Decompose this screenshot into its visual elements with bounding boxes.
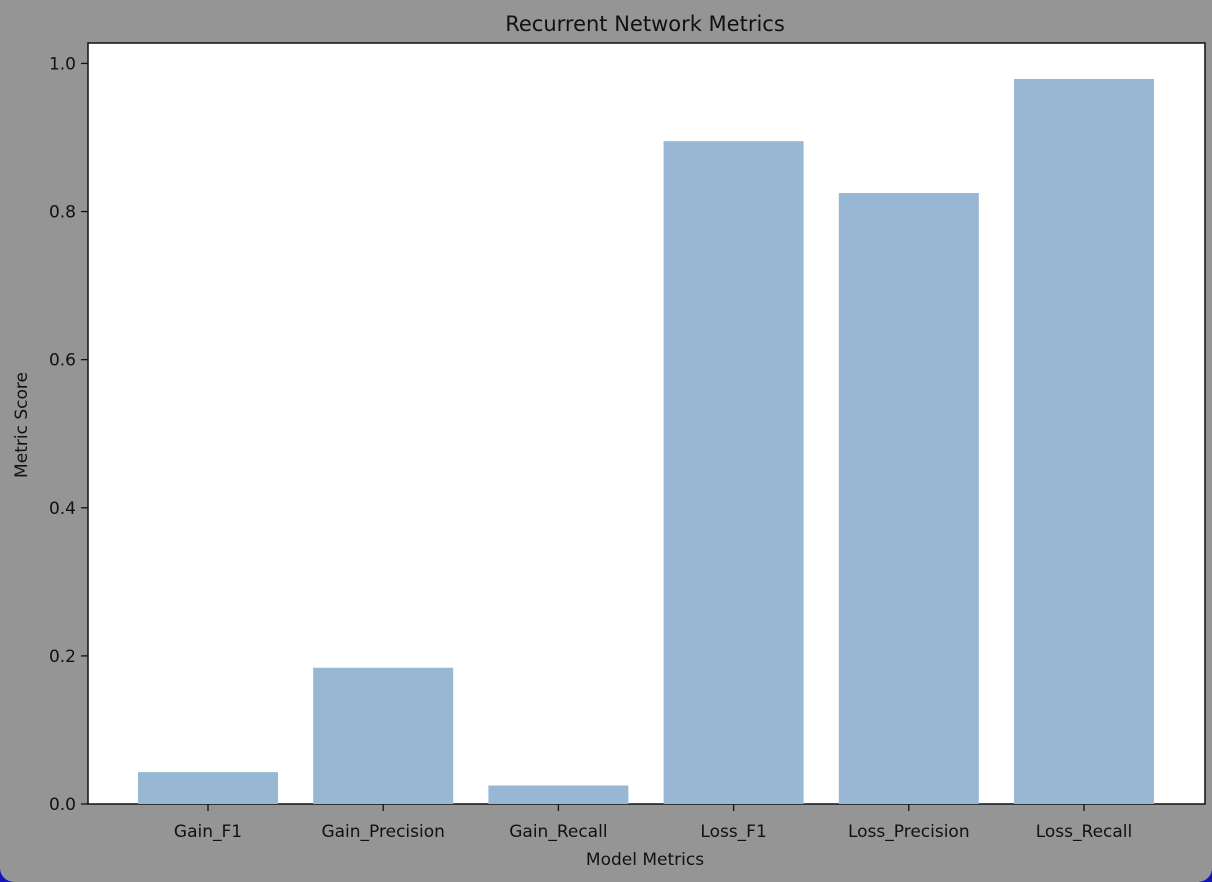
x-tick-label-gain-precision: Gain_Precision: [321, 822, 444, 842]
y-tick-label: 0.4: [49, 499, 76, 519]
x-tick-label-loss-f1: Loss_F1: [700, 822, 766, 842]
chart-title: Recurrent Network Metrics: [505, 12, 785, 36]
y-tick-label: 0.2: [49, 647, 76, 667]
bar-loss-f1: [663, 141, 804, 805]
x-tick-label-loss-recall: Loss_Recall: [1036, 822, 1133, 842]
bar-gain-recall: [488, 785, 629, 804]
bars-group: [138, 78, 1154, 805]
x-axis-label: Model Metrics: [586, 850, 704, 870]
bar-loss-recall: [1014, 78, 1154, 805]
y-axis-ticks: 0.0 0.2 0.4 0.6 0.8 1.0: [49, 54, 88, 815]
y-tick-label: 0.6: [49, 351, 76, 371]
bar-gain-f1: [138, 772, 278, 804]
bar-loss-precision: [838, 193, 979, 804]
y-axis-label: Metric Score: [12, 372, 32, 478]
y-tick-label: 0.8: [49, 203, 76, 223]
x-axis-ticks: Gain_F1 Gain_Precision Gain_Recall Loss_F1 L…: [174, 804, 1132, 842]
x-tick-label-gain-f1: Gain_F1: [174, 822, 242, 842]
y-tick-label: 0.0: [49, 795, 76, 815]
x-tick-label-gain-recall: Gain_Recall: [509, 822, 607, 842]
x-tick-label-loss-precision: Loss_Precision: [848, 822, 970, 842]
y-tick-label: 1.0: [49, 54, 76, 74]
bar-gain-precision: [313, 667, 454, 804]
